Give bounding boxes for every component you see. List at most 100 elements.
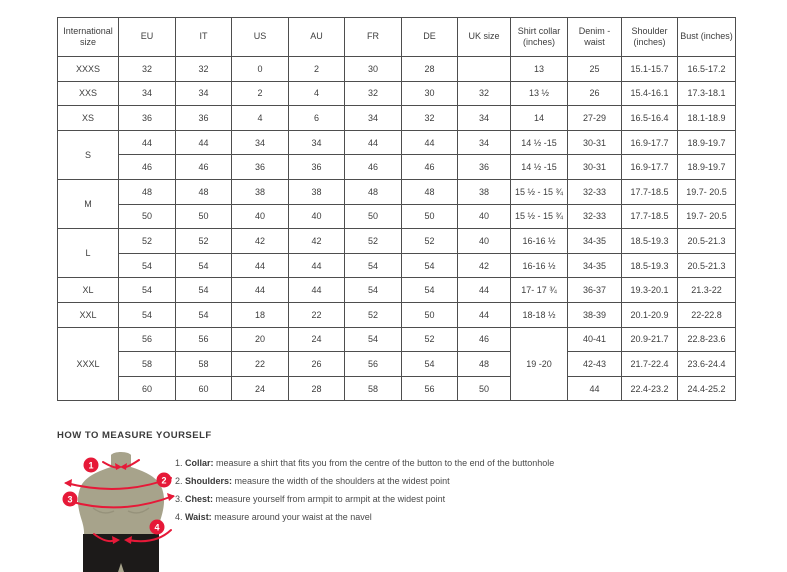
measure-title: HOW TO MEASURE YOURSELF — [57, 430, 212, 441]
size-cell: 50 — [401, 301, 458, 328]
size-cell: 48 — [344, 178, 402, 205]
table-row: L 52 52 42 42 52 52 40 16-16 ½ 34-35 18.5-19.3 20.5… — [57, 228, 736, 279]
size-cell: 16.5-16.4 — [621, 105, 678, 131]
size-cell: 38-39 — [567, 301, 622, 328]
size-cell: 30 — [401, 80, 458, 107]
size-cell: 54 — [175, 252, 232, 279]
size-cell: 54 — [401, 277, 458, 303]
size-cell: 48 — [175, 178, 232, 205]
arrowhead — [124, 536, 132, 544]
intl-size-cell: XXS — [57, 80, 119, 107]
size-cell: 15 ½ - 15 ¾ — [510, 203, 568, 230]
size-cell: 13 ½ — [510, 80, 568, 107]
size-cell: 15.4-16.1 — [621, 80, 678, 107]
size-cell: 44 — [231, 277, 289, 303]
mannequin-diagram: 1 2 3 4 — [62, 452, 175, 572]
size-cell: 24 — [231, 375, 289, 402]
intl-size-cell: S — [57, 129, 119, 180]
marker-3-circle — [62, 491, 78, 507]
arrowhead — [167, 493, 175, 501]
size-cell: 20.5-21.3 — [677, 228, 736, 254]
size-cell: 52 — [344, 228, 402, 254]
size-cell: 26 — [567, 80, 622, 107]
size-cell: 22.8-23.6 — [677, 326, 736, 353]
instruction-number: 1. — [175, 458, 186, 468]
size-cell: 40 — [457, 203, 511, 230]
size-cell: 58 — [175, 351, 232, 377]
size-cell: 4 — [288, 80, 345, 107]
size-cell: 2 — [231, 80, 289, 107]
size-cell: 18.1-18.9 — [677, 105, 736, 131]
size-cell: 54 — [344, 252, 402, 279]
table-row: 46 46 36 36 46 46 36 14 ½ -15 30-31 16.9-17.7 18.9… — [58, 154, 736, 180]
intl-size-cell: XS — [57, 105, 119, 131]
size-table-body: XXXS 32 32 0 2 30 28 13 25 15.1-15.7 16.5-17.2 XXS 3… — [57, 56, 736, 402]
size-cell: 25 — [567, 56, 622, 82]
size-cell: 44 — [175, 129, 232, 156]
size-cell: 32 — [175, 56, 232, 82]
size-cell: 38 — [288, 178, 345, 205]
size-cell: 23.6-24.4 — [677, 351, 736, 377]
size-cell: 54 — [175, 277, 232, 303]
size-cell: 17- 17 ¾ — [510, 277, 568, 303]
table-row: XXXL 56 56 20 24 54 52 46 19 -20 40-41 20.9-21.7 22… — [57, 326, 736, 402]
size-cell: 54 — [175, 301, 232, 328]
size-cell: 46 — [118, 154, 176, 180]
size-cell: 28 — [288, 375, 345, 402]
instruction-text: measure a shirt that fits you from the c… — [213, 458, 555, 468]
size-cell: 18.5-19.3 — [621, 252, 678, 279]
size-cell: 58 — [344, 375, 402, 402]
size-cell: 34-35 — [567, 252, 622, 279]
instruction-number: 2. — [175, 476, 186, 486]
waist-measure-line — [127, 529, 172, 543]
size-cell: 58 — [118, 351, 176, 377]
size-cell: 54 — [118, 252, 176, 279]
size-cell: 14 ½ -15 — [510, 154, 568, 180]
size-cell: 36 — [175, 105, 232, 131]
size-cell: 20.9-21.7 — [621, 326, 678, 353]
size-cell: 60 — [175, 375, 232, 402]
size-cell: 54 — [344, 326, 402, 353]
size-cell: 46 — [457, 326, 511, 353]
size-cell: 34 — [288, 129, 345, 156]
size-cell: 34 — [118, 80, 176, 107]
table-row: XXL 54 54 18 22 52 50 44 18-18 ½ 38-39 20.1-20.9 22… — [57, 301, 736, 328]
size-cell: 56 — [118, 326, 176, 353]
measure-instruction: 1. Collar: measure a shirt that fits you… — [175, 454, 554, 472]
size-cell: 36 — [118, 105, 176, 131]
table-row: M 48 48 38 38 48 48 38 15 ½ - 15 ¾ 32-33 17.7-18.5… — [57, 178, 736, 230]
size-cell: 27-29 — [567, 105, 622, 131]
size-cell: 16.9-17.7 — [621, 129, 678, 156]
marker-3-number: 3 — [67, 494, 72, 504]
size-cell: 20 — [231, 326, 289, 353]
column-header: AU — [288, 17, 345, 57]
size-cell: 22.4-23.2 — [621, 375, 678, 402]
intl-size-cell: XL — [57, 277, 119, 303]
size-cell: 46 — [401, 154, 458, 180]
size-cell: 18.9-19.7 — [677, 154, 736, 180]
column-header: DE — [401, 17, 458, 57]
size-cell: 24.4-25.2 — [677, 375, 736, 402]
table-row: XXXS 32 32 0 2 30 28 13 25 15.1-15.7 16.5-17.2 — [57, 56, 736, 82]
size-cell: 40 — [231, 203, 289, 230]
size-cell: 17.3-18.1 — [677, 80, 736, 107]
table-row: XXS 34 34 2 4 32 30 32 13 ½ 26 15.4-16.1 17.3-18.1 — [57, 80, 736, 107]
size-cell: 30-31 — [567, 129, 622, 156]
size-cell: 15 ½ - 15 ¾ — [510, 178, 568, 205]
column-header: Denim - waist — [567, 17, 622, 57]
size-cell: 36 — [457, 154, 511, 180]
size-cell: 32 — [457, 80, 511, 107]
size-cell: 52 — [118, 228, 176, 254]
size-cell: 22-22.8 — [677, 301, 736, 328]
size-cell: 44 — [288, 277, 345, 303]
size-cell: 20.1-20.9 — [621, 301, 678, 328]
column-header: International size — [57, 17, 119, 57]
column-header: UK size — [457, 17, 511, 57]
arrowhead — [115, 463, 122, 470]
size-cell: 32-33 — [567, 203, 622, 230]
size-cell: 48 — [401, 178, 458, 205]
size-cell: 50 — [175, 203, 232, 230]
size-cell: 36-37 — [567, 277, 622, 303]
size-cell: 19.3-20.1 — [621, 277, 678, 303]
intl-size-cell: XXXS — [57, 56, 119, 82]
